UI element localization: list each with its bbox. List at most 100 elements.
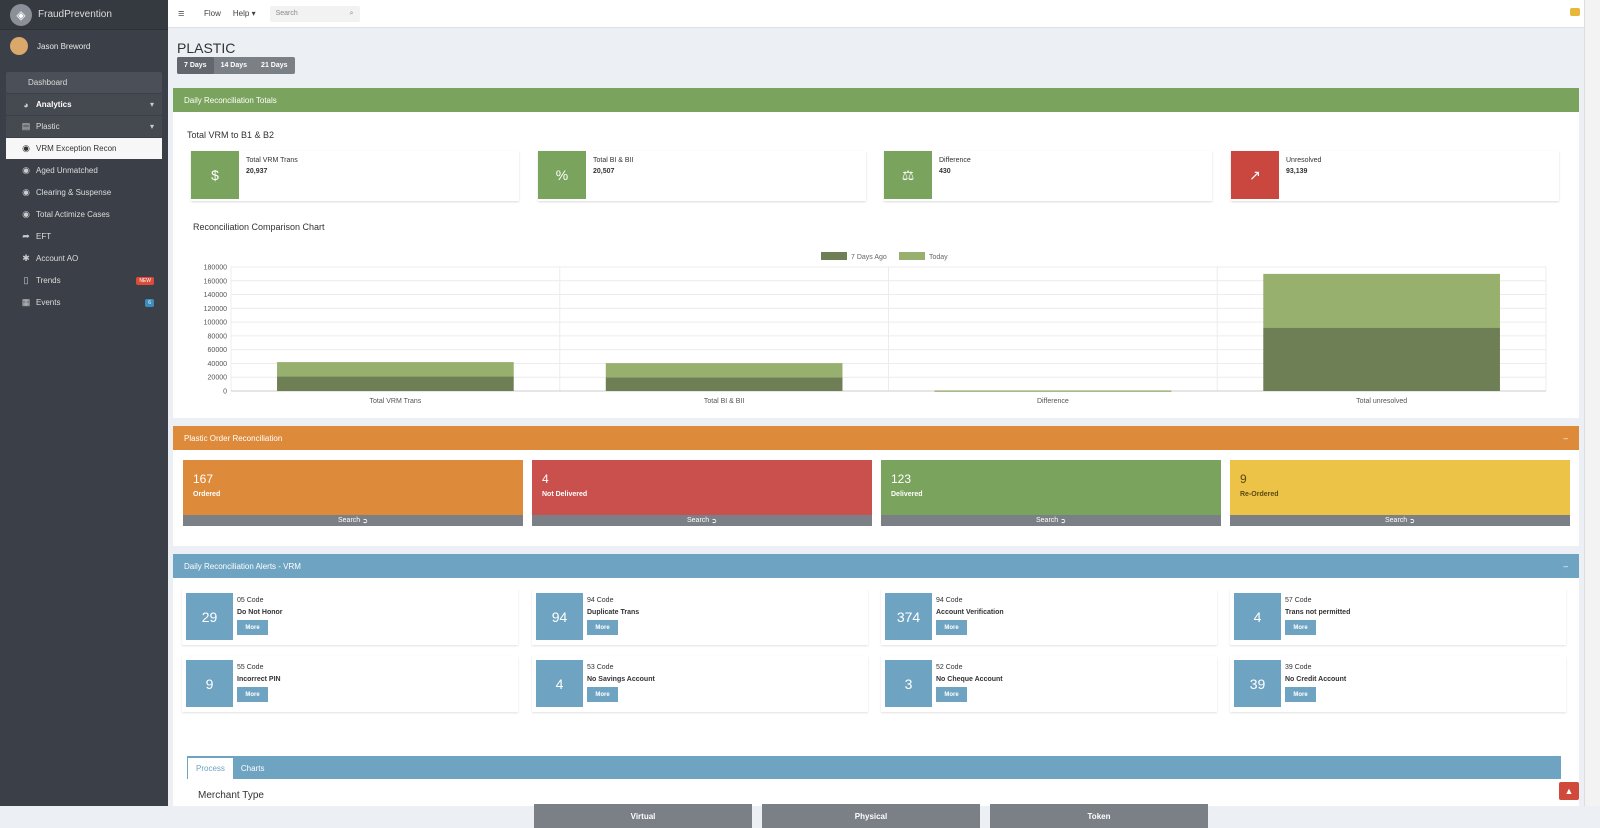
days-21-button[interactable]: 21 Days	[261, 62, 288, 69]
search-placeholder: Search	[275, 10, 298, 17]
sidebar-item-account-ao[interactable]: ✱ Account AO	[6, 248, 162, 269]
search-link[interactable]: Search ➲	[183, 515, 523, 526]
sidebar-item-label: Plastic	[36, 122, 60, 131]
vertical-scrollbar[interactable]	[1584, 0, 1600, 806]
notification-icon[interactable]	[1570, 8, 1580, 16]
alert-code: 52 Code	[936, 664, 963, 671]
count-badge: 6	[145, 298, 154, 307]
more-button[interactable]: More	[936, 620, 967, 635]
more-button[interactable]: More	[237, 620, 268, 635]
chart-title: Reconciliation Comparison Chart	[193, 222, 325, 232]
physical-button[interactable]: Physical	[762, 804, 980, 828]
more-button[interactable]: More	[587, 687, 618, 702]
alert-desc: Account Verification	[936, 609, 1004, 616]
help-menu[interactable]: Help ▾	[232, 9, 256, 18]
order-count: 9	[1240, 472, 1247, 486]
alert-card: 3 52 Code No Cheque Account More	[881, 656, 1217, 712]
alert-card: 4 53 Code No Savings Account More	[532, 656, 868, 712]
y-tick-label: 0	[223, 389, 227, 396]
sidebar-item-vrm-exception-recon[interactable]: ◉ VRM Exception Recon	[6, 138, 162, 159]
sidebar-item-plastic[interactable]: ▤ Plastic ▾	[6, 116, 162, 137]
collapse-icon[interactable]: –	[1563, 561, 1568, 571]
bar	[605, 377, 843, 391]
alert-desc: Incorrect PIN	[237, 676, 281, 683]
alert-code: 05 Code	[237, 597, 264, 604]
section-subtitle: Total VRM to B1 & B2	[187, 130, 275, 140]
collapse-icon[interactable]: –	[1563, 433, 1568, 443]
box-title: Plastic Order Reconciliation	[184, 433, 283, 443]
more-button[interactable]: More	[1285, 620, 1316, 635]
sidebar-item-trends[interactable]: ▯ Trends NEW	[6, 270, 162, 291]
plastic-order-box: Plastic Order Reconciliation – 167 Ordered…	[173, 426, 1579, 546]
daily-reconciliation-header[interactable]: Daily Reconciliation Totals	[173, 88, 1579, 112]
share-arrow-icon: ➦	[22, 231, 30, 241]
chart-line-icon: ↗	[1231, 151, 1279, 199]
order-count: 4	[542, 472, 549, 486]
x-tick-label: Total unresolved	[1356, 398, 1407, 405]
days-7-button[interactable]: 7 Days	[177, 57, 214, 74]
search-label: Search	[1035, 517, 1059, 524]
main-content: PLASTIC 7 Days 14 Days 21 Days Daily Rec…	[168, 28, 1584, 828]
alert-card: 39 39 Code No Credit Account More	[1230, 656, 1566, 712]
more-button[interactable]: More	[936, 687, 967, 702]
flow-link[interactable]: Flow	[204, 9, 221, 18]
alert-desc: Trans not permitted	[1285, 609, 1351, 616]
sidebar-item-clearing-suspense[interactable]: ◉ Clearing & Suspense	[6, 182, 162, 203]
daily-reconciliation-box: Daily Reconciliation Totals Total VRM to…	[173, 88, 1579, 418]
days-14-button[interactable]: 14 Days	[220, 62, 248, 69]
user-name: Jason Breword	[37, 41, 91, 51]
more-button[interactable]: More	[237, 687, 268, 702]
sidebar-item-aged-unmatched[interactable]: ◉ Aged Unmatched	[6, 160, 162, 181]
hamburger-menu-icon[interactable]: ≡	[178, 7, 185, 20]
search-link[interactable]: Search ➲	[532, 515, 872, 526]
page-title: PLASTIC	[177, 40, 236, 56]
search-link[interactable]: Search ➲	[881, 515, 1221, 526]
top-navbar: ≡ Flow Help ▾ Search ⌕	[168, 0, 1600, 28]
scroll-to-top-button[interactable]: ▲	[1559, 782, 1579, 800]
alert-card: 4 57 Code Trans not permitted More	[1230, 589, 1566, 645]
order-card-delivered: 123 Delivered Search ➲	[881, 460, 1221, 526]
day-range-selector: 7 Days 14 Days 21 Days	[177, 57, 295, 74]
more-button[interactable]: More	[1285, 687, 1316, 702]
token-button[interactable]: Token	[990, 804, 1208, 828]
alert-code: 94 Code	[936, 597, 963, 604]
arrow-circle-icon: ➲	[362, 517, 368, 525]
stat-value: 93,139	[1286, 168, 1308, 175]
percent-icon: %	[538, 151, 586, 199]
app-logo[interactable]: ◈ FraudPrevention	[0, 0, 168, 30]
y-tick-label: 60000	[208, 347, 228, 354]
sidebar-item-total-actimize-cases[interactable]: ◉ Total Actimize Cases	[6, 204, 162, 225]
order-card-ordered: 167 Ordered Search ➲	[183, 460, 523, 526]
sidebar-item-dashboard[interactable]: Dashboard	[6, 72, 162, 93]
sidebar-item-label: Analytics	[36, 100, 72, 109]
more-button[interactable]: More	[587, 620, 618, 635]
stat-value: 430	[939, 168, 951, 175]
search-icon: ⌕	[349, 9, 354, 17]
y-tick-label: 80000	[208, 333, 228, 340]
daily-alerts-header[interactable]: Daily Reconciliation Alerts - VRM –	[173, 554, 1579, 578]
search-input[interactable]: Search ⌕	[269, 5, 360, 22]
virtual-button[interactable]: Virtual	[534, 804, 752, 828]
alert-code: 55 Code	[237, 664, 264, 671]
circle-dot-icon: ◉	[22, 187, 30, 197]
tab-charts[interactable]: Charts	[240, 764, 265, 773]
sidebar-item-label: Events	[36, 298, 61, 307]
stat-value: 20,937	[246, 168, 268, 175]
sidebar-item-analytics[interactable]: ◕ Analytics ▾	[6, 94, 162, 115]
sidebar-item-eft[interactable]: ➦ EFT	[6, 226, 162, 247]
stat-label: Total BI & BII	[593, 157, 634, 164]
stat-total-vrm-trans: $ Total VRM Trans 20,937	[191, 151, 519, 201]
file-icon: ▯	[23, 275, 29, 285]
user-panel[interactable]: Jason Breword	[0, 30, 168, 62]
legend-swatch	[821, 252, 847, 260]
tab-process[interactable]: Process	[188, 758, 233, 779]
plastic-order-header[interactable]: Plastic Order Reconciliation –	[173, 426, 1579, 450]
x-tick-label: Difference	[1037, 398, 1069, 405]
alert-count: 39	[1234, 660, 1281, 707]
legend-label: Today	[929, 254, 948, 261]
sidebar-item-events[interactable]: ▦ Events 6	[6, 292, 162, 313]
reconciliation-comparison-chart: 7 Days Ago Today 180000 160000 140000 120000 1…	[204, 252, 1547, 405]
sidebar-item-label: Trends	[36, 276, 61, 285]
search-link[interactable]: Search ➲	[1230, 515, 1570, 526]
sidebar-item-label: Total Actimize Cases	[36, 210, 110, 219]
